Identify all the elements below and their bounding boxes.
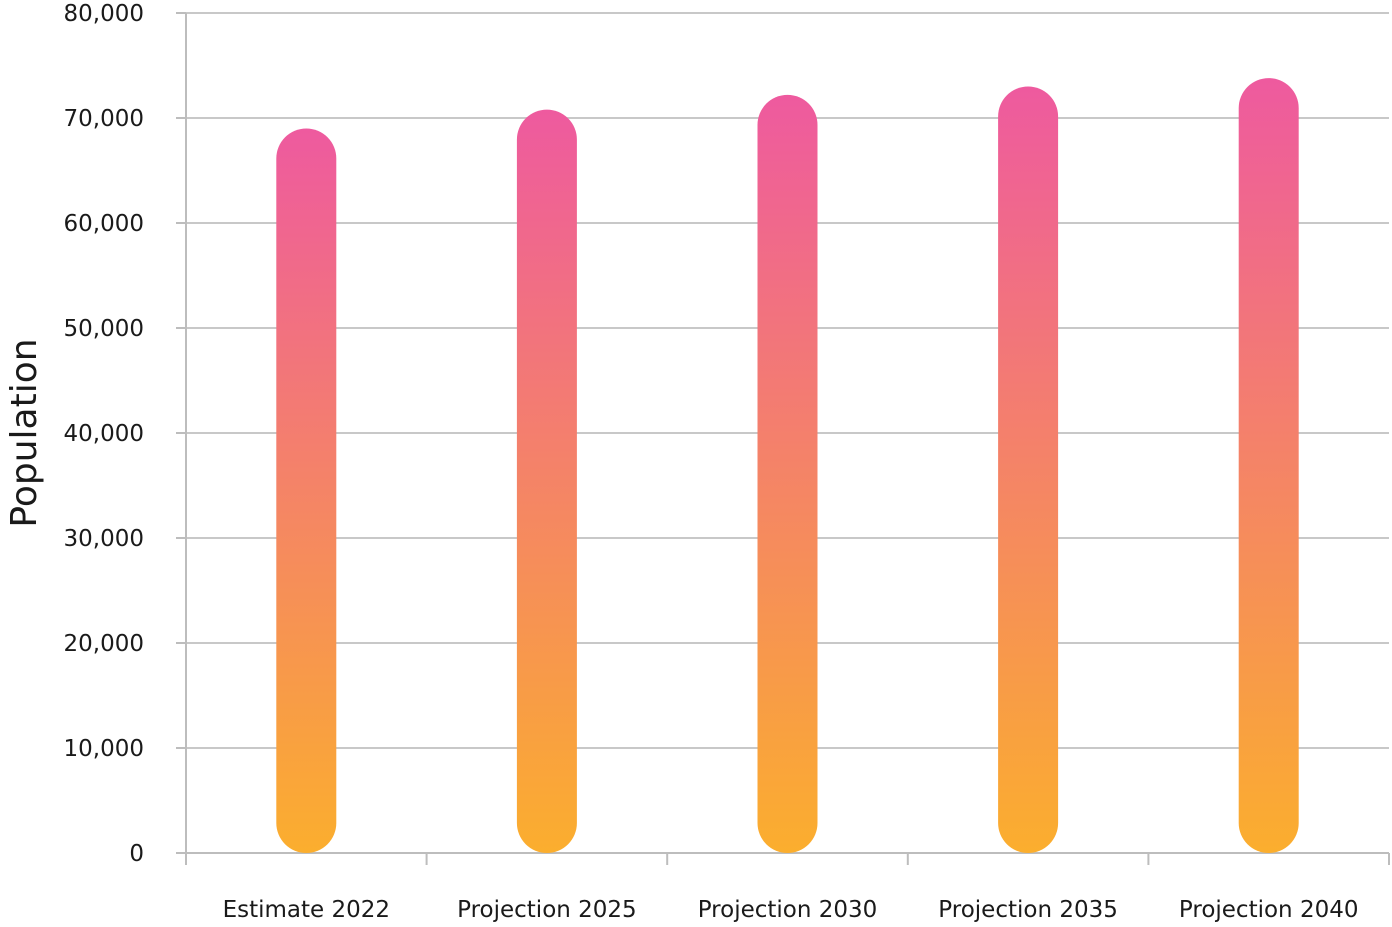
bar — [998, 86, 1059, 853]
axes — [176, 12, 1390, 865]
y-tick-label: 60,000 — [64, 211, 144, 237]
y-axis-title: Population — [4, 338, 45, 527]
bar — [757, 94, 818, 853]
bar — [516, 109, 577, 854]
y-tick-label: 40,000 — [64, 421, 144, 447]
bar — [1238, 78, 1299, 854]
x-category-label: Projection 2040 — [1179, 897, 1359, 923]
y-tick-label: 20,000 — [64, 631, 144, 657]
y-tick-label: 50,000 — [64, 316, 144, 342]
x-category-label: Projection 2035 — [938, 897, 1118, 923]
bar — [276, 128, 337, 853]
y-tick-label: 10,000 — [64, 736, 144, 762]
x-category-label: Projection 2025 — [457, 897, 637, 923]
y-tick-label: 80,000 — [64, 1, 144, 27]
bars — [276, 78, 1299, 854]
y-tick-label: 30,000 — [64, 526, 144, 552]
y-tick-label: 70,000 — [64, 106, 144, 132]
x-category-label: Projection 2030 — [698, 897, 878, 923]
y-tick-label: 0 — [129, 841, 144, 867]
labels: 0 10,000 20,000 30,000 40,000 50,000 60,000 70,… — [64, 1, 1359, 923]
x-category-label: Estimate 2022 — [223, 897, 390, 923]
